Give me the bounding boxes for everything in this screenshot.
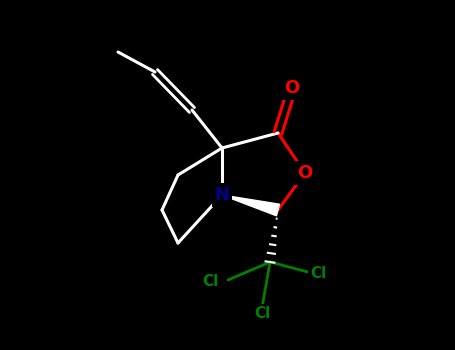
Text: O: O [284, 79, 300, 97]
Text: Cl: Cl [310, 266, 326, 281]
Polygon shape [222, 195, 279, 216]
Text: N: N [214, 186, 229, 204]
Text: Cl: Cl [202, 274, 218, 289]
Text: Cl: Cl [254, 307, 270, 322]
Text: O: O [298, 164, 313, 182]
